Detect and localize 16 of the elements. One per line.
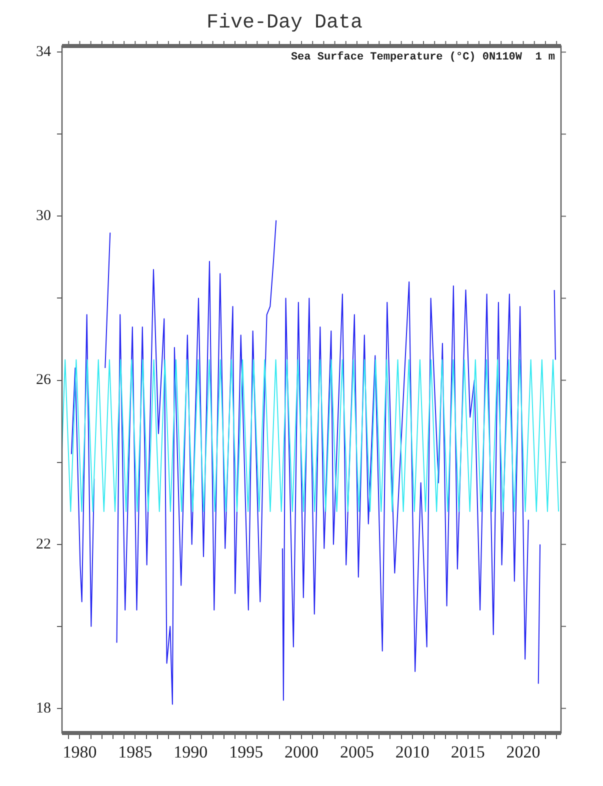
- chart-title: Five-Day Data: [206, 11, 363, 34]
- x-tick-label: 1985: [118, 742, 152, 762]
- y-tick-label: 22: [36, 536, 51, 552]
- x-tick-label: 2015: [450, 742, 485, 762]
- x-tick-label: 2010: [395, 742, 430, 762]
- y-tick-label: 26: [36, 372, 52, 388]
- y-tick-label: 34: [36, 44, 52, 60]
- x-tick-label: 1995: [229, 742, 264, 762]
- x-tick-label: 2000: [284, 742, 319, 762]
- x-tick-label: 2005: [340, 742, 374, 762]
- x-tick-label: 2020: [506, 742, 540, 762]
- x-tick-label: 1990: [174, 742, 208, 762]
- x-tick-label: 1980: [62, 742, 97, 762]
- y-tick-label: 18: [36, 700, 51, 716]
- annotation: Sea Surface Temperature (°C) 0N110W 1 m: [290, 50, 556, 64]
- y-tick-label: 30: [36, 208, 51, 224]
